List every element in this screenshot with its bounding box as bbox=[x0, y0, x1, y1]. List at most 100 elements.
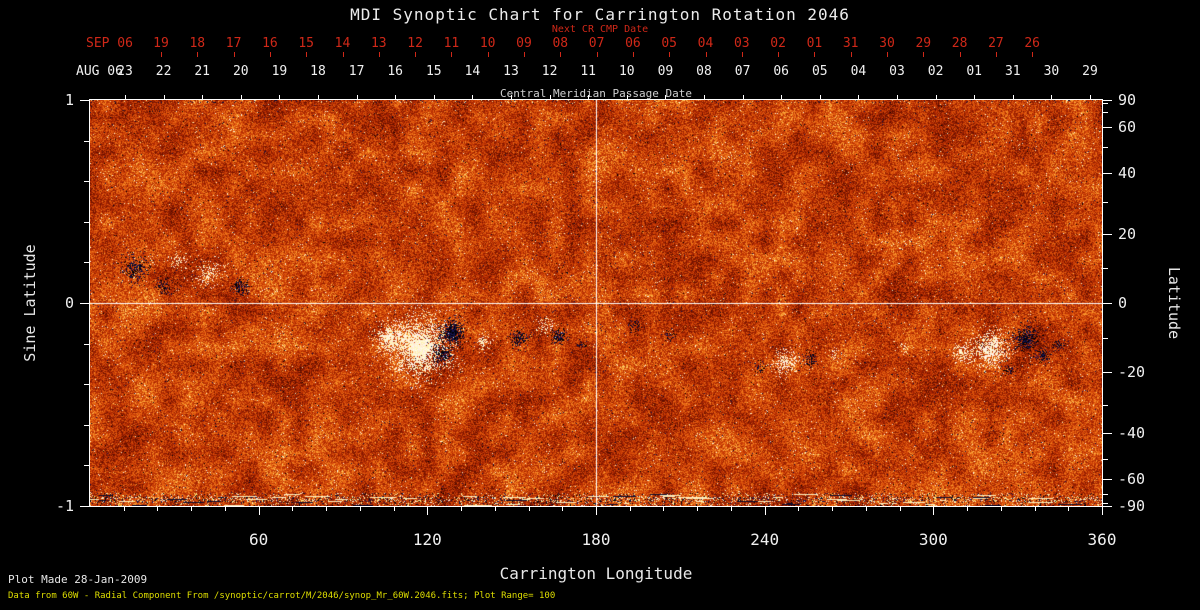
x-minor-tick bbox=[832, 507, 833, 511]
y-right-minor-tick bbox=[1103, 268, 1108, 269]
cmp-date-label: 02 bbox=[927, 64, 944, 79]
cmp-date-tick bbox=[936, 95, 937, 100]
red-date-tick bbox=[1032, 52, 1033, 57]
cmp-date-tick bbox=[858, 95, 859, 100]
y-right-minor-tick bbox=[1103, 147, 1108, 148]
data-source-text: Data from 60W - Radial Component From /s… bbox=[8, 591, 556, 601]
x-tick bbox=[427, 507, 428, 515]
red-date-tick bbox=[234, 52, 235, 57]
red-date-tick bbox=[960, 52, 961, 57]
red-date-tick bbox=[524, 52, 525, 57]
red-date-label: 19 bbox=[153, 36, 169, 51]
cmp-axis-title: Central Meridian Passage Date bbox=[499, 87, 693, 100]
cmp-date-label: 15 bbox=[425, 64, 442, 79]
red-date-tick bbox=[923, 52, 924, 57]
white-month-label: AUG 06 bbox=[76, 64, 123, 79]
red-date-tick bbox=[415, 52, 416, 57]
y-right-tick bbox=[1103, 372, 1112, 373]
y-left-tick bbox=[80, 303, 89, 304]
x-minor-tick bbox=[1068, 507, 1069, 511]
cmp-date-tick bbox=[781, 95, 782, 100]
cmp-date-tick bbox=[1013, 95, 1014, 100]
cmp-date-label: 18 bbox=[310, 64, 326, 79]
y-left-tick-label: 1 bbox=[64, 91, 74, 109]
x-tick-label: 360 bbox=[1087, 530, 1117, 549]
y-right-tick bbox=[1103, 506, 1112, 507]
cmp-date-label: 10 bbox=[618, 64, 635, 79]
y-right-tick-label: 20 bbox=[1118, 224, 1137, 243]
red-date-label: 07 bbox=[588, 36, 605, 51]
cmp-date-label: 07 bbox=[734, 64, 751, 79]
plot-frame bbox=[89, 99, 1103, 507]
y-right-tick-label: 60 bbox=[1118, 118, 1137, 137]
cmp-date-tick bbox=[1090, 95, 1091, 100]
red-date-label: 04 bbox=[697, 36, 714, 51]
red-date-label: 15 bbox=[298, 36, 315, 51]
y-right-minor-tick bbox=[1103, 503, 1108, 504]
y-right-minor-tick bbox=[1103, 103, 1108, 104]
red-date-tick bbox=[742, 52, 743, 57]
red-date-tick bbox=[379, 52, 380, 57]
cmp-date-label: 06 bbox=[773, 64, 790, 79]
x-minor-tick bbox=[394, 507, 395, 511]
cmp-date-tick bbox=[279, 95, 280, 100]
red-date-label: 02 bbox=[770, 36, 786, 51]
cmp-date-label: 01 bbox=[966, 64, 983, 79]
y-right-tick-label: -60 bbox=[1118, 469, 1146, 488]
y-right-minor-tick bbox=[1103, 338, 1108, 339]
cmp-date-label: 14 bbox=[464, 64, 481, 79]
cmp-date-tick bbox=[704, 95, 705, 100]
cmp-date-label: 16 bbox=[387, 64, 404, 79]
x-minor-tick bbox=[225, 507, 226, 511]
cmp-date-label: 22 bbox=[155, 64, 172, 79]
red-date-label: 01 bbox=[806, 36, 823, 51]
y-right-tick-label: -90 bbox=[1118, 497, 1146, 515]
x-tick-label: 120 bbox=[412, 530, 442, 549]
cmp-date-label: 19 bbox=[271, 64, 288, 79]
red-date-tick bbox=[814, 52, 815, 57]
red-date-label: 28 bbox=[951, 36, 968, 51]
red-date-tick bbox=[887, 52, 888, 57]
x-minor-tick bbox=[495, 507, 496, 511]
red-date-label: 17 bbox=[225, 36, 242, 51]
cmp-date-label: 11 bbox=[580, 64, 597, 79]
x-minor-tick bbox=[124, 507, 125, 511]
cmp-date-tick bbox=[164, 95, 165, 100]
y-left-minor-tick bbox=[84, 181, 89, 182]
y-right-tick-label: 0 bbox=[1118, 294, 1128, 312]
y-right-minor-tick bbox=[1103, 494, 1108, 495]
cmp-date-tick bbox=[395, 95, 396, 100]
y-right-axis-title: Latitude bbox=[1165, 266, 1183, 340]
y-right-tick-label: -20 bbox=[1118, 363, 1146, 382]
x-minor-tick bbox=[697, 507, 698, 511]
red-date-label: 05 bbox=[661, 36, 678, 51]
cmp-date-tick bbox=[125, 95, 126, 100]
y-right-tick-label: -40 bbox=[1118, 424, 1146, 443]
red-date-label: 26 bbox=[1024, 36, 1041, 51]
cmp-date-tick bbox=[974, 95, 975, 100]
cmp-date-tick bbox=[897, 95, 898, 100]
y-right-minor-tick bbox=[1103, 202, 1108, 203]
y-right-tick-label: 90 bbox=[1118, 91, 1137, 109]
cmp-date-label: 17 bbox=[348, 64, 365, 79]
cmp-date-tick bbox=[665, 95, 666, 100]
red-date-label: 08 bbox=[552, 36, 569, 51]
cmp-date-label: 13 bbox=[503, 64, 519, 79]
red-date-tick bbox=[197, 52, 198, 57]
cmp-date-label: 05 bbox=[811, 64, 828, 79]
red-date-tick bbox=[851, 52, 852, 57]
y-right-tick bbox=[1103, 127, 1112, 128]
x-tick-label: 300 bbox=[918, 530, 948, 549]
x-minor-tick bbox=[663, 507, 664, 511]
y-left-minor-tick bbox=[84, 262, 89, 263]
red-date-label: 10 bbox=[479, 36, 496, 51]
cmp-date-tick bbox=[511, 95, 512, 100]
x-minor-tick bbox=[900, 507, 901, 511]
x-minor-tick bbox=[191, 507, 192, 511]
red-date-tick bbox=[597, 52, 598, 57]
red-month-label: SEP 06 bbox=[86, 36, 133, 51]
x-axis-title: Carrington Longitude bbox=[499, 564, 693, 583]
cmp-date-label: 29 bbox=[1082, 64, 1098, 79]
cmp-date-label: 08 bbox=[696, 64, 712, 79]
